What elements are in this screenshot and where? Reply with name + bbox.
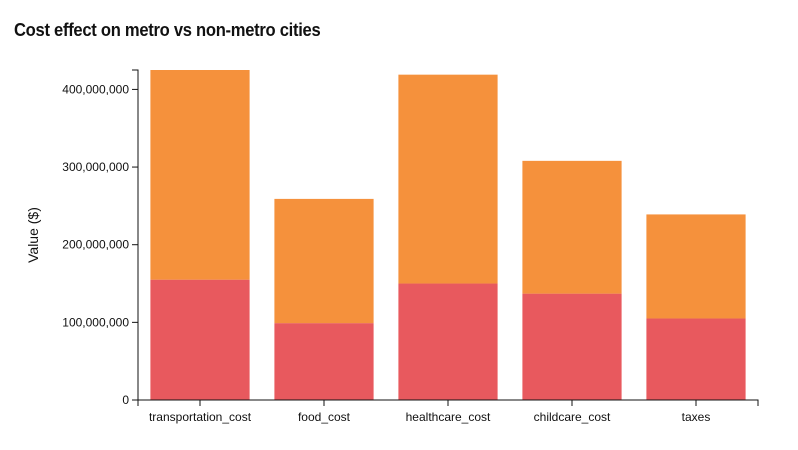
x-tick-label-food_cost: food_cost — [298, 410, 351, 424]
bar-taxes-series-1 — [646, 318, 746, 400]
x-tick-label-childcare_cost: childcare_cost — [534, 410, 611, 424]
bar-transportation_cost-series-1 — [150, 279, 250, 400]
y-axis: 0 100,000,000 200,000,000 300,000,000 400,00… — [62, 69, 139, 407]
bar-healthcare_cost-series-1 — [398, 283, 498, 400]
bar-taxes-series-2 — [646, 214, 746, 319]
y-tick-label: 0 — [122, 393, 129, 407]
y-axis-line — [132, 69, 139, 401]
bars-group — [150, 70, 746, 400]
y-tick-label: 400,000,000 — [62, 82, 129, 96]
x-tick-label-transportation_cost: transportation_cost — [149, 410, 252, 424]
y-tick-label: 200,000,000 — [62, 238, 129, 252]
bar-childcare_cost-series-1 — [522, 293, 622, 400]
y-axis-title: Value ($) — [25, 207, 41, 263]
bar-food_cost-series-1 — [274, 323, 374, 400]
chart-title: Cost effect on metro vs non-metro cities — [14, 20, 321, 40]
x-tick-label-taxes: taxes — [682, 410, 711, 424]
bar-childcare_cost-series-2 — [522, 160, 622, 294]
bar-healthcare_cost-series-2 — [398, 74, 498, 284]
bar-transportation_cost-series-2 — [150, 70, 250, 280]
x-axis: transportation_cost food_cost healthcare_c… — [137, 399, 759, 424]
y-tick-label: 100,000,000 — [62, 315, 129, 329]
bar-food_cost-series-2 — [274, 198, 374, 324]
y-tick-label: 300,000,000 — [62, 160, 129, 174]
x-tick-label-healthcare_cost: healthcare_cost — [406, 410, 491, 424]
